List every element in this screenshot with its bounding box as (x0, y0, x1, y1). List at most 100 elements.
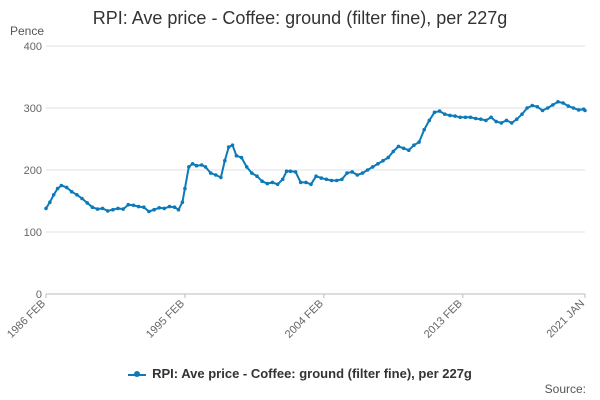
data-point (499, 121, 504, 125)
data-point (370, 165, 375, 169)
data-point (95, 207, 100, 211)
data-point (304, 180, 308, 185)
data-point (314, 174, 318, 178)
data-point (275, 182, 280, 187)
data-point (51, 193, 56, 197)
data-point (520, 112, 524, 116)
data-point (183, 186, 187, 191)
data-point (90, 205, 95, 209)
data-point (334, 178, 339, 183)
data-point (391, 149, 396, 154)
data-point (422, 127, 427, 132)
data-point (105, 209, 110, 213)
data-point (484, 118, 488, 123)
data-point (489, 115, 493, 120)
data-point (453, 114, 457, 118)
data-point (64, 185, 69, 190)
data-point (194, 163, 199, 168)
data-point (214, 173, 218, 177)
data-point (509, 121, 514, 125)
data-point (494, 119, 499, 124)
y-tick-label: 100 (24, 227, 42, 239)
data-point (234, 153, 239, 158)
data-point (293, 170, 298, 174)
data-point (116, 206, 120, 211)
data-point (126, 202, 131, 207)
data-point (396, 144, 401, 149)
data-point (360, 171, 365, 175)
data-point (458, 115, 463, 120)
data-point (270, 180, 275, 185)
data-point (75, 193, 79, 197)
data-point (157, 206, 161, 210)
data-point (504, 118, 509, 123)
data-point (187, 165, 191, 169)
y-tick-label: 200 (24, 165, 42, 177)
data-point (407, 148, 411, 152)
data-point (280, 177, 285, 182)
data-point (350, 170, 355, 174)
data-point (69, 189, 74, 194)
data-point (561, 101, 565, 105)
data-point (288, 169, 293, 173)
data-point (219, 175, 223, 180)
data-point (432, 110, 437, 115)
data-point (401, 146, 406, 151)
data-point (540, 108, 545, 113)
data-point (298, 180, 303, 185)
x-tick-label: 2021 JAN (544, 298, 587, 341)
data-point (412, 143, 416, 147)
source-label: Source: (544, 382, 586, 396)
y-tick-label: 300 (24, 103, 42, 115)
data-point (571, 106, 576, 110)
data-point (176, 207, 181, 212)
data-point (515, 117, 519, 121)
data-point (167, 204, 172, 209)
data-point (244, 165, 249, 169)
data-point (381, 158, 385, 163)
data-point (545, 106, 550, 110)
data-point (147, 209, 151, 214)
data-point (525, 106, 529, 110)
data-point (121, 207, 125, 211)
data-point (468, 115, 473, 120)
data-point (85, 201, 89, 205)
data-point (203, 165, 208, 169)
data-point (226, 145, 231, 149)
data-point (55, 186, 60, 191)
data-point (319, 176, 324, 180)
x-tick-label: 1986 FEB (5, 298, 48, 341)
chart-legend[interactable]: RPI: Ave price - Coffee: ground (filter … (0, 366, 600, 381)
data-point (324, 177, 329, 182)
y-tick-label: 400 (24, 41, 42, 53)
data-point (365, 168, 370, 172)
data-point (100, 206, 105, 211)
data-point (44, 206, 48, 211)
data-point (479, 117, 483, 121)
data-point (208, 171, 213, 175)
data-point (345, 171, 349, 175)
x-tick-label: 2013 FEB (422, 298, 465, 341)
data-point (473, 116, 478, 121)
data-point (223, 158, 227, 163)
data-point (199, 163, 204, 167)
data-point (376, 162, 380, 166)
data-point (576, 108, 581, 112)
data-point (556, 100, 560, 104)
data-point (172, 205, 177, 209)
data-point (250, 171, 254, 175)
data-point (386, 155, 391, 160)
data-point (448, 113, 452, 118)
x-tick-label: 2004 FEB (283, 298, 326, 341)
data-point (530, 103, 535, 108)
data-point (284, 169, 289, 173)
data-point (583, 108, 587, 113)
data-point (463, 115, 468, 120)
data-point (162, 206, 167, 211)
data-point (59, 183, 64, 188)
y-tick-label: 0 (36, 289, 42, 301)
data-point (566, 104, 571, 108)
data-point (48, 200, 52, 204)
data-point (239, 155, 244, 160)
